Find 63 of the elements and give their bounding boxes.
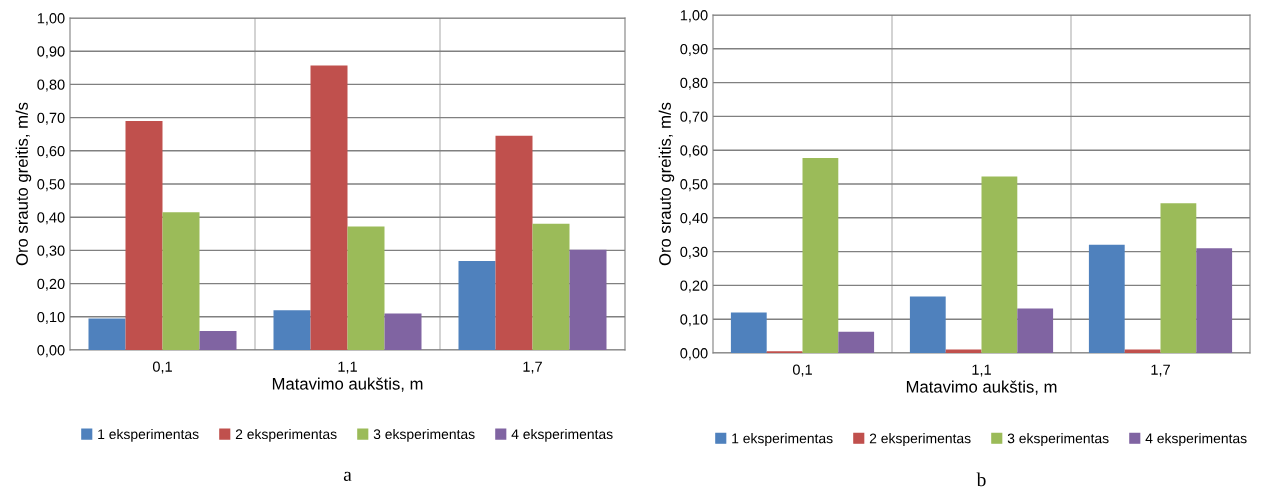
y-tick-label: 0,20 [37,278,65,291]
y-tick-label: 1,00 [680,10,708,23]
y-tick-label: 0,70 [680,111,708,124]
bar [458,261,496,350]
legend-label: 1 eksperimentas [98,428,199,442]
bar [125,120,163,350]
y-tick-label: 1,00 [37,13,65,26]
x-tick-label: 1,1 [338,361,357,374]
y-tick-label: 0,90 [680,43,708,56]
y-tick-label: 0,70 [37,112,65,125]
y-axis-title: Oro srauto greitis, m/s [658,102,675,266]
bar [273,310,311,350]
x-axis-title: Matavimo aukštis, m [272,377,423,392]
y-tick-label: 0,00 [680,348,708,361]
bar [909,296,946,353]
bar [384,313,422,350]
bar [569,249,607,350]
bar [1017,308,1054,353]
y-tick-label: 0,10 [37,311,65,324]
y-tick-label: 0,50 [680,179,708,192]
bar [1088,244,1125,353]
legend-label: 4 eksperimentas [1145,433,1247,447]
bar [981,176,1018,353]
x-tick-label: 1,7 [1151,364,1170,377]
bar [838,331,875,353]
bar [199,331,237,350]
x-tick-label: 0,1 [792,364,812,377]
legend-label: 4 eksperimentas [511,428,613,442]
legend-label: 1 eksperimentas [732,433,833,447]
bar [802,157,839,353]
bar [1196,248,1233,353]
x-axis-title: Matavimo aukštis, m [906,380,1057,395]
y-tick-label: 0,00 [37,345,65,358]
legend-label: 3 eksperimentas [373,428,475,442]
y-axis-title: Oro srauto greitis, m/s [15,102,32,266]
y-tick-label: 0,40 [37,212,65,225]
bar [162,212,200,350]
y-tick-label: 0,80 [680,77,708,90]
bar [495,135,533,350]
legend-label: 2 eksperimentas [235,428,337,442]
y-tick-label: 0,10 [680,314,708,327]
y-tick-label: 0,30 [680,246,708,259]
y-tick-label: 0,30 [37,245,65,258]
y-tick-label: 0,60 [680,145,708,158]
legend-label: 3 eksperimentas [1007,433,1109,447]
bar [730,312,767,353]
bar [1160,203,1197,353]
y-tick-label: 0,60 [37,145,65,158]
bar [88,318,126,350]
x-tick-label: 1,7 [523,361,542,374]
legend-label: 2 eksperimentas [869,433,971,447]
text: b [976,472,986,487]
y-tick-label: 0,80 [37,79,65,92]
x-tick-label: 0,1 [152,361,172,374]
x-tick-label: 1,1 [972,364,991,377]
y-tick-label: 0,90 [37,46,65,59]
text: a [343,471,352,482]
bar [310,65,348,350]
bar [532,223,570,350]
bar [347,226,385,350]
y-tick-label: 0,20 [680,280,708,293]
y-tick-label: 0,40 [680,212,708,225]
y-tick-label: 0,50 [37,179,65,192]
